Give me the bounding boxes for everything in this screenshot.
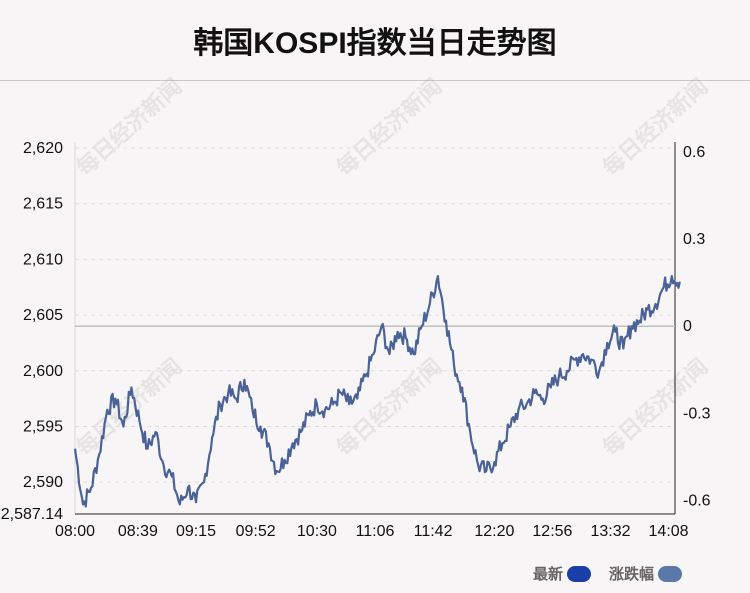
legend-label-latest: 最新: [533, 566, 564, 583]
y-tick-label-left: 2,605: [23, 307, 63, 324]
x-tick-label: 11:06: [356, 523, 395, 540]
y-tick-label-right: -0.3: [683, 405, 711, 422]
x-tick-label: 13:32: [590, 523, 630, 540]
x-tick-label: 09:15: [176, 523, 216, 540]
y-tick-label-left: 2,595: [23, 418, 63, 435]
chart-title: 韩国KOSPI指数当日走势图: [193, 27, 557, 60]
legend-swatch-latest: [567, 565, 592, 582]
title-divider: [0, 80, 750, 81]
x-tick-label: 11:42: [414, 523, 453, 540]
series-line-kospi: [73, 275, 681, 508]
x-tick-label: 09:52: [236, 523, 276, 540]
legend-label-change: 涨跌幅: [609, 566, 655, 583]
legend-item-change: 涨跌幅: [609, 563, 683, 584]
y-tick-label-right: 0.6: [683, 144, 705, 161]
y-tick-label-left: 2,615: [23, 196, 63, 213]
x-tick-label: 12:56: [532, 523, 572, 540]
y-tick-label-left: 2,610: [23, 251, 63, 268]
y-tick-label-left: 2,587.14: [1, 506, 63, 523]
y-tick-label-left: 2,620: [23, 140, 63, 157]
y-tick-label-left: 2,600: [23, 363, 63, 380]
x-tick-label: 14:08: [649, 523, 689, 540]
y-tick-label-right: -0.6: [683, 492, 711, 509]
y-tick-label-left: 2,590: [23, 474, 63, 491]
legend-item-latest: 最新: [533, 563, 592, 584]
x-tick-label: 08:39: [118, 523, 158, 540]
y-tick-label-right: 0: [683, 318, 692, 335]
x-tick-label: 10:30: [297, 523, 337, 540]
y-tick-label-right: 0.3: [683, 231, 705, 248]
x-tick-label: 08:00: [55, 523, 95, 540]
x-tick-label: 12:20: [474, 523, 514, 540]
legend-swatch-change: [658, 565, 683, 582]
